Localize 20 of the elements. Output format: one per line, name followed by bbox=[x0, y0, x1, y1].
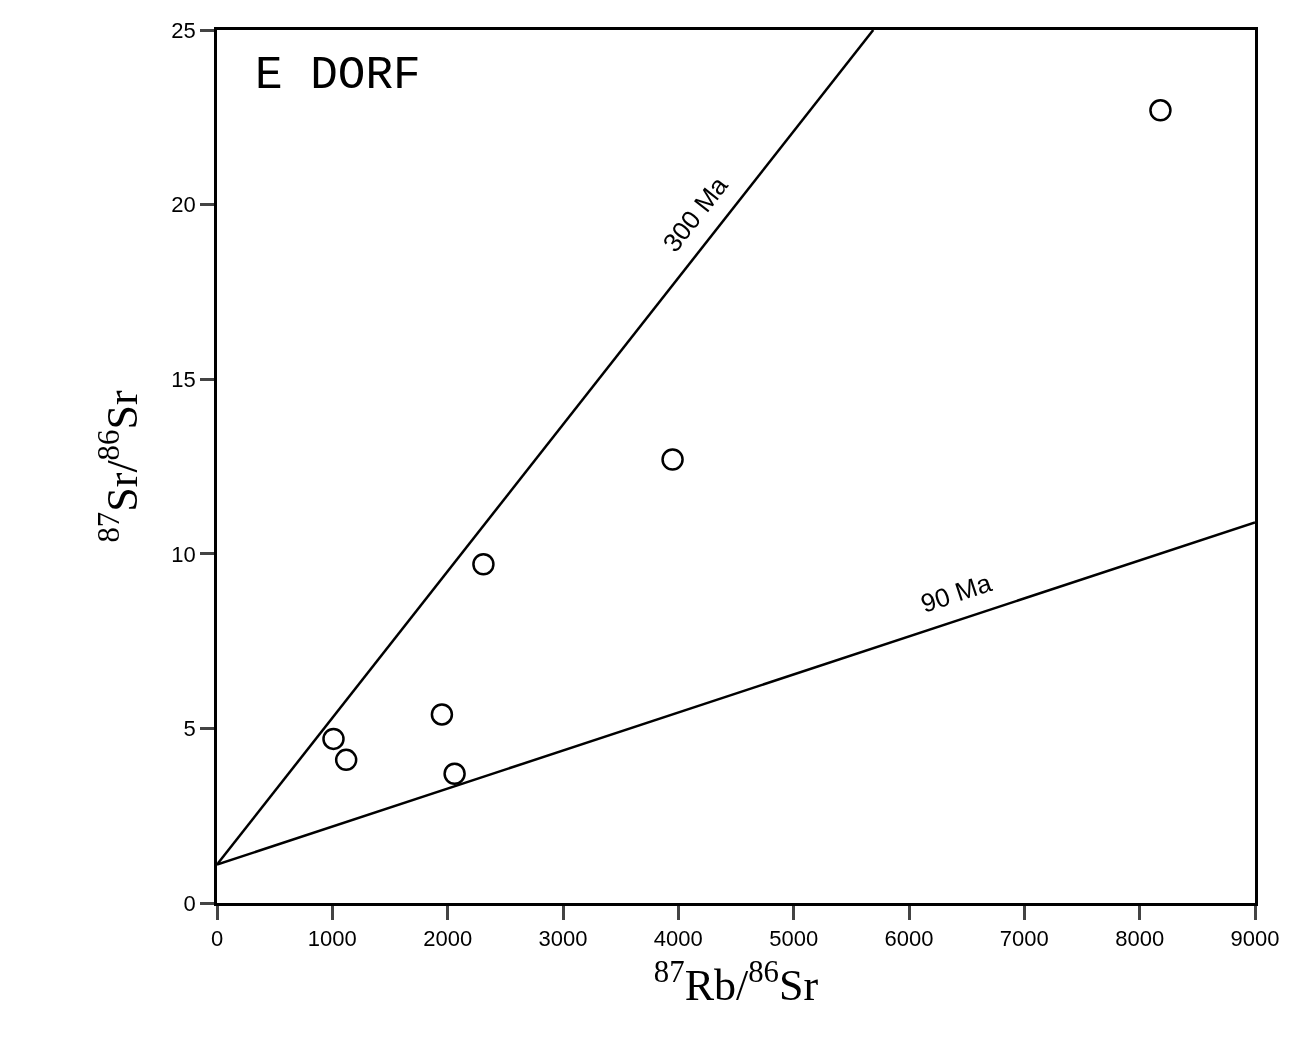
x-tick-label: 9000 bbox=[1230, 926, 1280, 952]
chart-title: E DORF bbox=[255, 50, 421, 102]
y-tick-label: 0 bbox=[183, 890, 196, 916]
y-tick-label: 15 bbox=[171, 366, 196, 392]
annotation: 300 Ma bbox=[656, 170, 735, 258]
annotation: 90 Ma bbox=[916, 567, 996, 619]
x-tick-label: 1000 bbox=[307, 926, 357, 952]
x-tick-label: 2000 bbox=[423, 926, 473, 952]
x-tick-label: 3000 bbox=[538, 926, 588, 952]
x-tick-label: 5000 bbox=[769, 926, 819, 952]
x-axis-title: $^{87}$Rb/$^{86}$Sr bbox=[653, 954, 819, 1011]
y-tick-label: 5 bbox=[183, 716, 196, 742]
y-tick-label: 20 bbox=[171, 192, 196, 218]
y-tick-label: 25 bbox=[171, 17, 196, 43]
x-tick-label: 4000 bbox=[653, 926, 703, 952]
x-tick-label: 8000 bbox=[1115, 926, 1165, 952]
x-tick-label: 6000 bbox=[884, 926, 934, 952]
x-tick-label: 7000 bbox=[999, 926, 1049, 952]
y-tick-label: 10 bbox=[171, 541, 196, 567]
x-tick-label: 0 bbox=[210, 926, 224, 952]
